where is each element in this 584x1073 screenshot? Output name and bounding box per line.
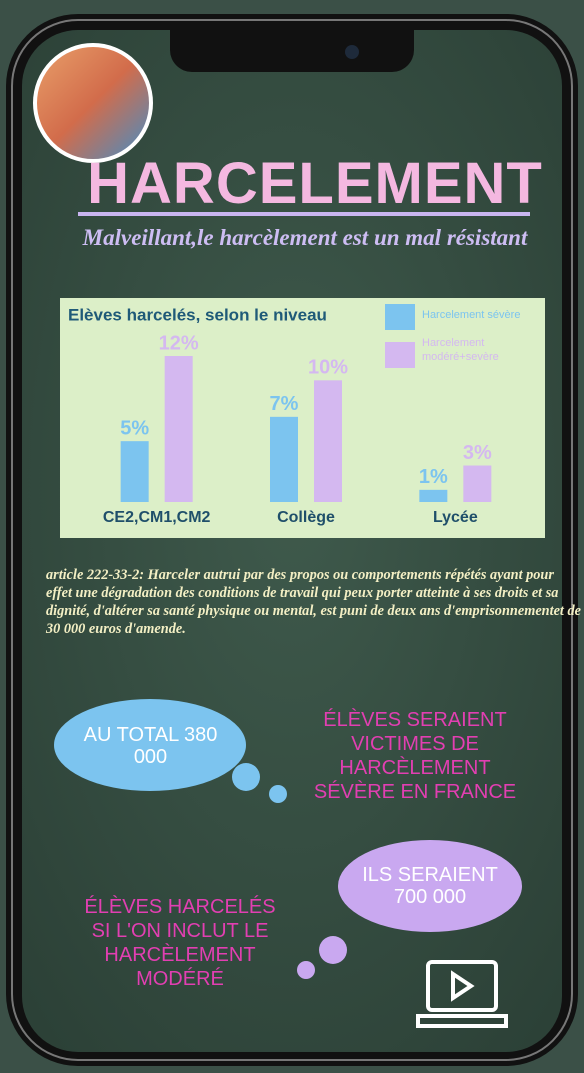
title: HARCELEMENT <box>80 150 550 217</box>
x-tick-label: CE2,CM1,CM2 <box>103 509 211 526</box>
value-label: 1% <box>419 466 448 488</box>
bubble-dot <box>297 961 315 979</box>
x-tick-label: Lycée <box>433 509 478 526</box>
x-tick-label: Collège <box>277 509 335 526</box>
bubble-text: ILS SERAIENT 700 000 <box>350 864 510 908</box>
value-label: 12% <box>159 332 199 354</box>
photo <box>35 45 151 161</box>
bar <box>270 417 298 502</box>
bar <box>165 356 193 502</box>
bubble-dot <box>232 763 260 791</box>
chart-title: Elèves harcelés, selon le niveau <box>68 305 327 324</box>
bubble-caption: ÉLÈVES HARCELÉS SI L'ON INCLUT LE HARCÈL… <box>75 895 285 991</box>
bar <box>419 490 447 502</box>
legend-label: Harcelement sévère <box>422 308 542 322</box>
camera <box>345 45 359 59</box>
subtitle: Malveillant,le harcèlement est un mal ré… <box>70 226 540 250</box>
notch <box>170 30 414 72</box>
value-label: 7% <box>270 393 299 415</box>
bubble-dot <box>269 785 287 803</box>
page: HARCELEMENT Malveillant,le harcèlement e… <box>0 0 584 1073</box>
bar <box>463 466 491 503</box>
bar <box>314 380 342 502</box>
legend-swatch <box>385 304 415 330</box>
value-label: 5% <box>120 417 149 439</box>
bubble-text: AU TOTAL 380 000 <box>68 724 233 768</box>
bubble-dot <box>319 936 347 964</box>
article: article 222-33-2: Harceler autrui par de… <box>46 566 582 638</box>
bar <box>121 441 149 502</box>
value-label: 10% <box>308 357 348 379</box>
chart: Elèves harcelés, selon le niveau CE2,CM1… <box>60 298 545 538</box>
legend-label: Harcelement modéré+sevère <box>422 336 542 364</box>
legend-swatch <box>385 342 415 368</box>
bubble-caption: ÉLÈVES SERAIENT VICTIMES DE HARCÈLEMENT … <box>305 708 525 804</box>
value-label: 3% <box>463 442 492 464</box>
chart-panel: Elèves harcelés, selon le niveau CE2,CM1… <box>60 298 545 538</box>
